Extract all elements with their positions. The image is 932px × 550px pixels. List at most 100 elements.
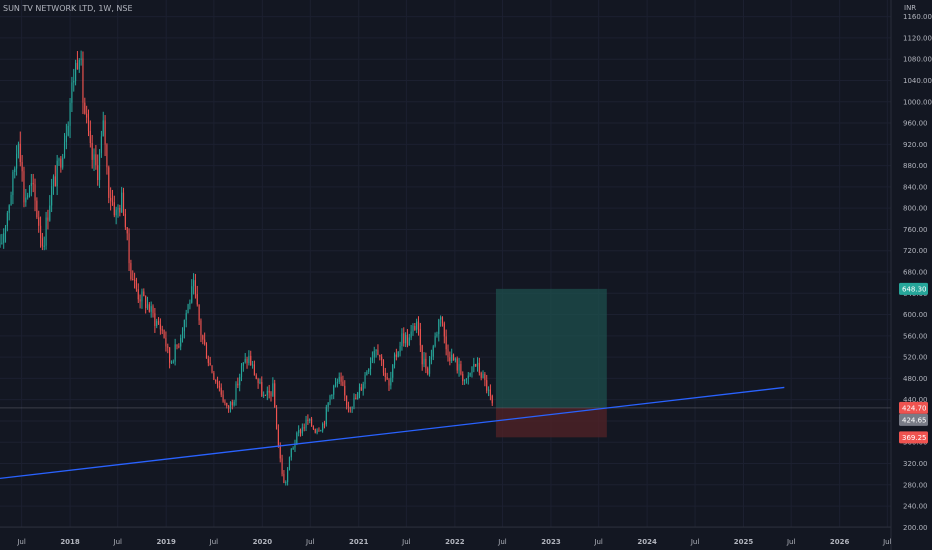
candle-body [451, 354, 453, 361]
candle-body [176, 344, 178, 347]
candle-body [388, 379, 390, 386]
y-tick-label: 600.00 [903, 311, 928, 319]
candle-body [148, 304, 150, 312]
candle-body [49, 205, 51, 221]
y-tick-label: 440.00 [903, 396, 928, 404]
price-badge-text: 424.65 [902, 417, 927, 425]
x-tick-label: 2026 [830, 538, 850, 546]
candle-body [434, 336, 436, 347]
candle-body [23, 171, 25, 203]
x-tick-label: 2021 [349, 538, 369, 546]
candle-body [58, 158, 60, 161]
candle-body [248, 355, 250, 363]
candle-body [336, 381, 338, 384]
candle-body [344, 385, 346, 396]
candle-body [264, 394, 267, 396]
trendline [0, 386, 785, 480]
candle-body [252, 364, 254, 366]
candle-body [134, 279, 136, 281]
candle-body [373, 351, 375, 358]
candle-body [288, 457, 291, 471]
price-badge-text: 424.70 [902, 405, 927, 413]
candle-body [272, 383, 274, 396]
candle-body [0, 243, 1, 248]
candle-body [75, 62, 77, 82]
y-tick-label: 240.00 [903, 503, 928, 511]
candle-body [322, 423, 324, 431]
x-tick-label: Jul [401, 538, 411, 546]
candle-body [484, 373, 486, 381]
candle-body [71, 82, 73, 103]
candle-body [436, 334, 438, 337]
x-tick-label: 2023 [541, 538, 561, 546]
trendline-group[interactable] [0, 386, 891, 480]
candle-body [473, 363, 475, 367]
candle-body [283, 473, 285, 483]
symbol-title[interactable]: SUN TV NETWORK LTD, 1W, NSE [3, 4, 133, 13]
position-zones[interactable] [495, 288, 607, 438]
candle-body [423, 358, 425, 365]
candle-body [226, 403, 228, 406]
candle-body [281, 458, 283, 474]
price-badge [899, 401, 928, 414]
candle-body [331, 394, 333, 396]
candle-body [255, 375, 257, 380]
candle-body [447, 349, 449, 358]
candle-body [145, 296, 147, 309]
candle-body [244, 359, 246, 363]
y-tick-label: 1120.00 [903, 34, 932, 42]
candle-body [320, 430, 322, 432]
candle-body [246, 359, 248, 363]
candle-body [132, 279, 134, 281]
candle-body [159, 324, 161, 330]
y-tick-label: 280.00 [903, 481, 928, 489]
candle-body [465, 378, 468, 381]
candle-body [408, 337, 410, 346]
candle-body [250, 355, 252, 366]
candle-body [169, 347, 171, 363]
candle-body [316, 430, 318, 433]
candle-body [60, 158, 62, 168]
candle-body [222, 394, 224, 402]
candle-body [17, 143, 20, 154]
candle-body [183, 319, 185, 332]
candle-body [263, 394, 265, 396]
candle-body [10, 194, 12, 206]
y-tick-label: 200.00 [903, 524, 928, 532]
candle-body [375, 349, 377, 352]
price-badge [899, 431, 928, 444]
candle-body [405, 334, 407, 344]
candle-body [78, 60, 80, 70]
candle-body [235, 383, 237, 402]
candle-body [274, 383, 276, 408]
candle-body [403, 333, 405, 344]
candle-body [294, 443, 296, 448]
candle-body [333, 385, 335, 395]
candle-body [417, 321, 420, 329]
candle-body [170, 361, 173, 363]
candle-body [28, 186, 31, 196]
candle-body [80, 58, 82, 61]
candle-body [311, 418, 313, 427]
candle-body [224, 401, 226, 404]
candle-body [491, 395, 493, 404]
candle-body [449, 357, 451, 361]
candle-body [8, 205, 10, 213]
candle-body [161, 329, 163, 331]
candle-body [193, 280, 195, 287]
candle-body [480, 372, 482, 378]
candle-body [419, 328, 421, 346]
candle-body [194, 280, 196, 295]
candle-body [390, 377, 392, 386]
candle-body [25, 197, 27, 203]
candle-body [329, 395, 331, 403]
x-tick-label: 2024 [637, 538, 657, 546]
candle-body [305, 419, 307, 428]
candle-body [382, 360, 385, 373]
candle-body [277, 429, 279, 446]
candle-body [432, 346, 434, 357]
candles [0, 50, 493, 486]
candle-body [19, 143, 21, 163]
